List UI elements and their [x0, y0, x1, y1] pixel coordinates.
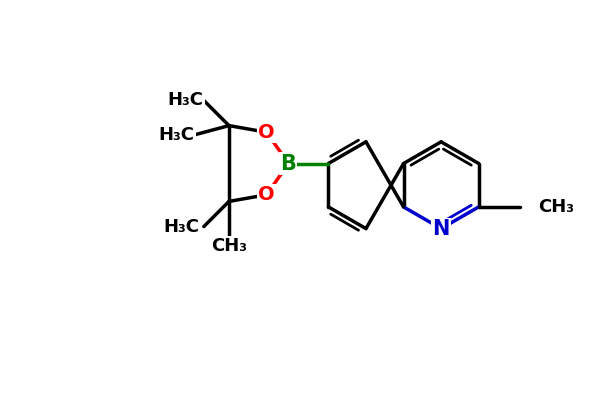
Text: H₃C: H₃C — [158, 126, 194, 144]
Text: O: O — [258, 185, 275, 204]
Text: B: B — [281, 154, 296, 174]
Text: O: O — [258, 123, 275, 142]
Text: N: N — [433, 218, 450, 238]
Text: H₃C: H₃C — [163, 218, 199, 236]
Text: H₃C: H₃C — [168, 92, 204, 110]
Text: CH₃: CH₃ — [211, 237, 247, 255]
Text: CH₃: CH₃ — [538, 198, 574, 216]
